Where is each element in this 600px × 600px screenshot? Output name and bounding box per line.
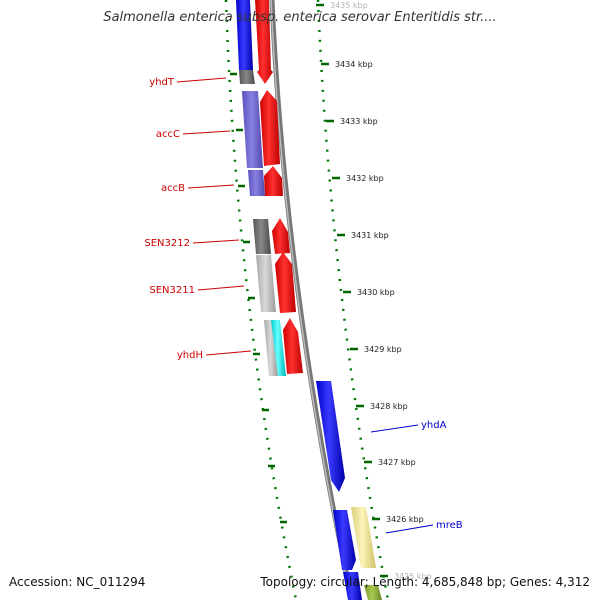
scale-tick-label: 3428 kbp <box>370 402 408 411</box>
gene-arrow-forward <box>272 218 290 254</box>
gene-arrow-forward <box>275 252 296 313</box>
gene-label-accC: accC <box>156 129 180 140</box>
scale-ring-inner <box>224 0 298 600</box>
gene-label-mreB: mreB <box>436 520 463 531</box>
scale-tick-label: 3432 kbp <box>346 174 384 183</box>
scale-tick-label: 3435 kbp <box>330 1 368 10</box>
gene-block-reverse <box>256 255 276 312</box>
gene-block-reverse <box>236 0 253 70</box>
scale-tick-label: 3434 kbp <box>335 60 373 69</box>
gene-block-forward <box>364 585 382 600</box>
gene-arrow-reverse <box>333 510 356 570</box>
scale-ring-outer <box>316 0 390 600</box>
gene-block-reverse <box>264 320 278 376</box>
gene-label-accB: accB <box>161 183 185 194</box>
gene-label-leader <box>205 350 252 356</box>
gene-arrow-forward <box>283 318 303 374</box>
gene-label-leader <box>187 184 235 189</box>
gene-label-yhdA: yhdA <box>421 420 447 431</box>
scale-tick-label: 3425 kbp <box>394 572 432 581</box>
scale-tick-label: 3433 kbp <box>340 117 378 126</box>
gene-arrow-forward <box>264 166 283 196</box>
gene-label-yhdT: yhdT <box>149 77 175 88</box>
scale-tick-label: 3427 kbp <box>378 458 416 467</box>
genome-summary-text: Topology: circular; Length: 4,685,848 bp… <box>260 575 590 589</box>
gene-label-leader <box>370 424 419 433</box>
gene-arrow-forward <box>255 0 273 84</box>
gene-label-leader <box>176 77 227 83</box>
genome-title: Salmonella enterica subsp. enterica sero… <box>103 10 497 25</box>
gene-block-reverse <box>271 320 286 376</box>
scale-tick-label: 3429 kbp <box>364 345 402 354</box>
gene-arrow-forward <box>260 90 280 166</box>
gene-block-reverse <box>343 572 362 600</box>
gene-label-SEN3212: SEN3212 <box>144 238 190 249</box>
scale-tick-label: 3426 kbp <box>386 515 424 524</box>
gene-label-leader <box>197 285 245 291</box>
gene-block-reverse <box>239 70 255 84</box>
gene-block-reverse <box>242 91 263 168</box>
gene-label-leader <box>385 524 434 534</box>
gene-label-yhdH: yhdH <box>177 350 203 361</box>
gene-block-forward <box>351 507 376 568</box>
accession-text: Accession: NC_011294 <box>9 575 146 589</box>
scale-ticks: 3435 kbp 3434 kbp 3433 kbp 3432 kbp 3431 kbp… <box>230 1 432 581</box>
scale-tick-label: 3431 kbp <box>351 231 389 240</box>
gene-block-reverse <box>253 219 271 254</box>
scale-tick-label: 3430 kbp <box>357 288 395 297</box>
gene-block-reverse <box>248 170 265 196</box>
gene-label-leader <box>182 130 231 135</box>
gene-label-leader <box>192 239 240 244</box>
gene-arrow-reverse <box>316 381 345 492</box>
gene-label-SEN3211: SEN3211 <box>149 285 195 296</box>
gene-labels: yhdT accC accB SEN3212 SEN3211 yhdH yhdA mreB <box>144 77 463 534</box>
